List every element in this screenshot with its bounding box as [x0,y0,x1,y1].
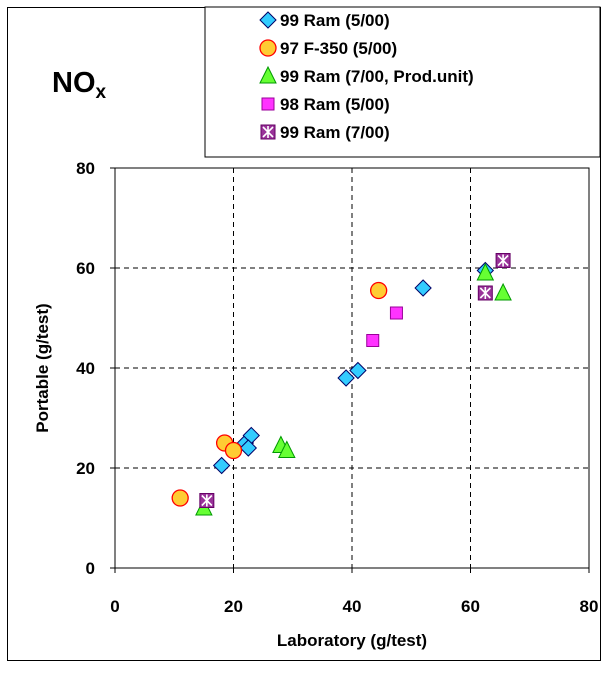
data-point-diamond [212,456,231,475]
chart-title-main: NO [52,67,96,99]
legend: 99 Ram (5/00) 97 F-350 (5/00) 99 Ram (7/00… [204,6,601,158]
y-tick-label: 40 [76,359,95,378]
data-point-triangle [278,440,296,458]
chart-title-subscript: x [96,82,107,103]
x-tick-label: 20 [224,597,243,616]
x-tick-label: 60 [461,597,480,616]
legend-label: 99 Ram (7/00, Prod.unit) [280,67,474,86]
y-axis-title: Portable (g/test) [33,303,52,432]
data-point-square [389,306,403,320]
data-point-circle [224,441,243,460]
data-point-square [366,334,380,347]
legend-marker-circle [259,39,277,57]
data-point-square-star [477,285,493,301]
data-point-square-star [199,493,215,508]
legend-label: 99 Ram (5/00) [280,11,390,30]
legend-marker-triangle [259,65,277,84]
legend-label: 98 Ram (5/00) [280,95,390,114]
y-tick-label: 0 [86,559,95,578]
data-point-diamond [349,361,367,380]
legend-label: 97 F-350 (5/00) [280,39,397,58]
data-point-diamond [337,369,355,387]
data-point-diamond [414,279,432,297]
data-points [171,253,512,516]
x-tick-label: 40 [343,597,362,616]
legend-label: 99 Ram (7/00) [280,123,390,142]
x-tick-label: 0 [110,597,119,616]
legend-marker-square [261,97,275,111]
x-tick-label: 80 [580,597,599,616]
axis-ticks: 0 20 40 60 80 0 20 40 60 80 [76,159,598,616]
legend-marker-diamond [259,11,277,29]
data-point-circle [171,489,189,507]
legend-marker-square-star [260,124,276,140]
data-point-square-star [495,253,511,268]
x-axis-title: Laboratory (g/test) [277,631,427,650]
y-tick-label: 80 [76,159,95,178]
data-point-triangle [494,282,512,301]
y-tick-label: 20 [76,459,95,478]
data-point-diamond [239,439,258,457]
chart-title: NOx [52,67,107,103]
y-tick-label: 60 [76,259,95,278]
data-point-circle [370,281,388,300]
data-point-triangle [476,262,495,281]
